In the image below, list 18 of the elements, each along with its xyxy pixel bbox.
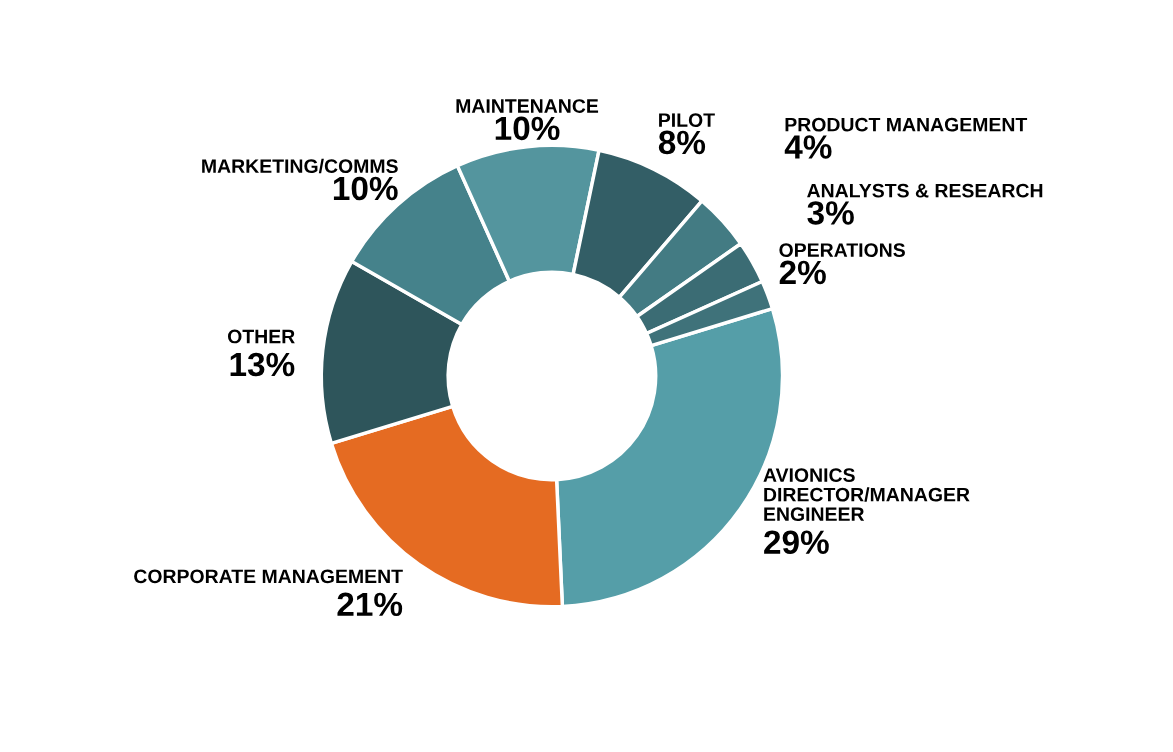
data-label: 2% xyxy=(779,260,826,285)
slice-label: OTHER xyxy=(227,329,295,344)
slice-label: OPERATIONS xyxy=(779,243,905,257)
data-label: 10% xyxy=(495,116,560,141)
data-label: 10% xyxy=(333,176,398,201)
data-label: 13% xyxy=(230,352,295,377)
slice-label: MARKETING/COMMS xyxy=(202,158,398,174)
data-label: 8% xyxy=(658,130,706,155)
slice-label: PRODUCT MANAGEMENT xyxy=(785,117,1028,132)
data-label: 3% xyxy=(807,201,854,225)
data-label: 21% xyxy=(337,592,403,617)
slice-label: MAINTENANCE xyxy=(456,99,599,113)
data-label: 29% xyxy=(764,530,829,554)
slice-label: CORPORATE MANAGEMENT xyxy=(134,569,403,584)
data-label: 4% xyxy=(784,135,832,159)
slice-label: PILOT xyxy=(659,113,715,127)
slice-label: ANALYSTS & RESEARCH xyxy=(807,183,1043,198)
slice-label: AVIONICS DIRECTOR/MANAGER ENGINEER xyxy=(763,468,970,522)
